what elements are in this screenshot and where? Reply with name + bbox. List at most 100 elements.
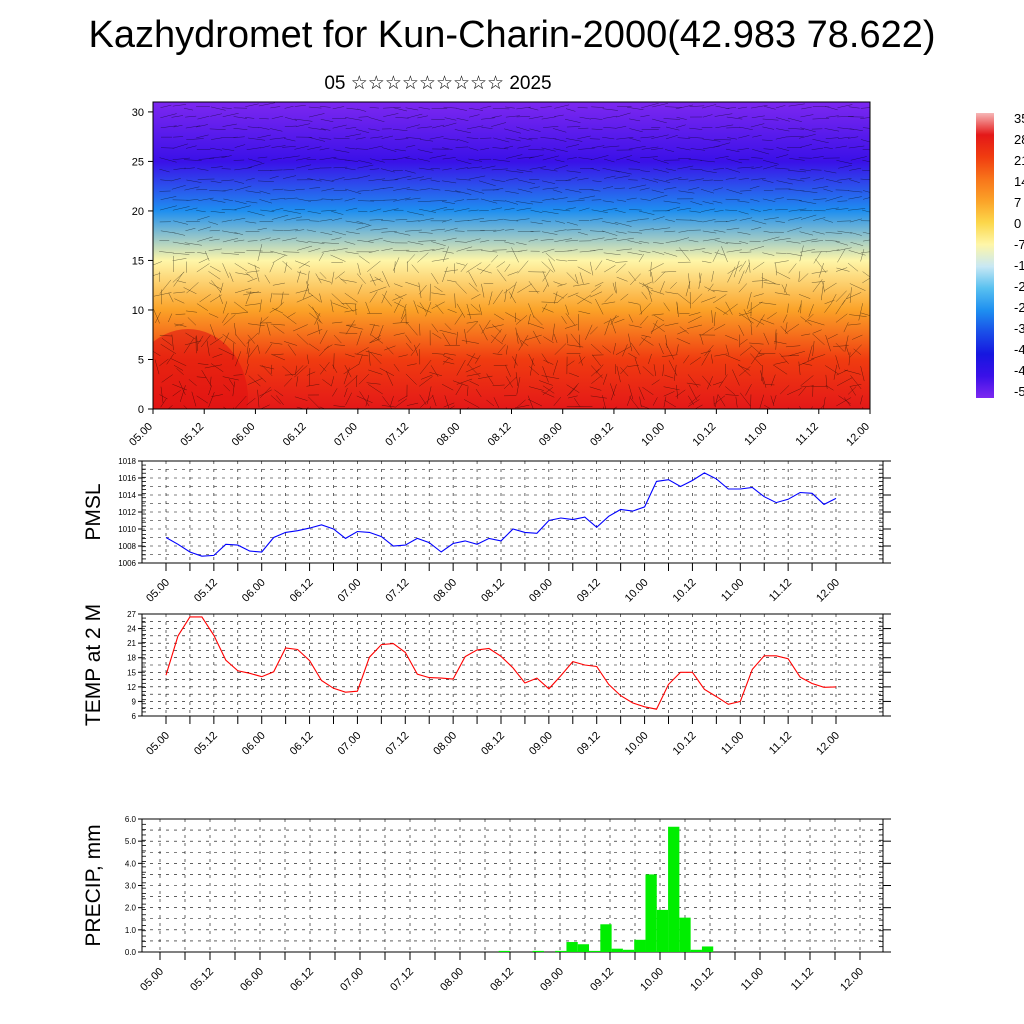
wind-barb (830, 293, 837, 304)
wind-barb (788, 103, 805, 107)
wind-barb (282, 313, 297, 325)
wind-barb (442, 332, 451, 346)
wind-barb (689, 168, 703, 170)
wind-barb (787, 303, 789, 313)
wind-barb (602, 221, 619, 225)
wind-barb (468, 175, 486, 180)
wind-barb (307, 270, 310, 284)
wind-barb (270, 250, 288, 256)
wind-barb (431, 228, 446, 231)
wind-barb (835, 145, 847, 149)
colorbar-label: 28 (1014, 132, 1024, 147)
wind-barb (379, 367, 395, 376)
wind-barb (491, 115, 502, 118)
wind-barb (604, 238, 618, 241)
wind-barb (713, 312, 716, 327)
wind-barb (572, 283, 590, 287)
wind-barb (836, 267, 850, 272)
wind-barb (493, 313, 505, 321)
wind-barb (368, 117, 385, 123)
wind-barb (665, 106, 683, 108)
temp-series-line (165, 616, 837, 710)
wind-barb (357, 108, 367, 112)
wind-barb (813, 251, 822, 264)
wind-barb (427, 386, 432, 404)
wind-barb (218, 294, 224, 304)
wind-barb (739, 366, 751, 376)
wind-barb (383, 240, 395, 244)
wind-barb (707, 283, 714, 292)
wind-barb (196, 376, 206, 378)
pmsl-x-tick-label: 12.00 (814, 577, 842, 605)
wind-barb (188, 379, 197, 386)
colorbar: 3528211470-7-14-21-28-35-42-49-56 (976, 111, 1024, 399)
wind-barb (394, 398, 407, 408)
wind-barb (503, 128, 521, 134)
wind-barb (344, 375, 358, 388)
heatmap-x-tick-label: 08.12 (486, 421, 514, 449)
wind-barb (497, 344, 506, 354)
wind-barb (186, 138, 204, 140)
wind-barb (185, 207, 198, 211)
wind-barb (394, 301, 406, 308)
wind-barb (456, 246, 473, 252)
wind-barb (761, 277, 776, 285)
wind-barb (259, 118, 269, 120)
precip-y-tick-label: 4.0 (125, 859, 137, 868)
precip-y-label: PRECIP, mm (82, 824, 105, 946)
wind-barb (847, 262, 859, 272)
colorbar-label: 21 (1014, 153, 1024, 168)
wind-barb (774, 260, 789, 264)
wind-barb (800, 300, 802, 314)
wind-barb (528, 154, 544, 159)
wind-barb (442, 122, 457, 128)
precip-y-tick-label: 1.0 (125, 926, 137, 935)
wind-barb (505, 229, 515, 231)
wind-barb (466, 188, 485, 194)
wind-barb (835, 241, 849, 246)
wind-barb (171, 334, 174, 351)
wind-barb (321, 198, 334, 200)
wind-barb (345, 325, 364, 330)
wind-barb (159, 251, 174, 254)
wind-barb (257, 244, 263, 262)
wind-barb (343, 364, 359, 375)
wind-barb (221, 312, 229, 323)
wind-barb (726, 227, 740, 231)
wind-barb (344, 198, 356, 202)
heatmap-x-tick-label: 09.00 (537, 421, 565, 449)
wind-barb (838, 395, 851, 405)
wind-barb (658, 343, 664, 355)
colorbar-label: -49 (1014, 363, 1024, 378)
wind-barb (782, 314, 788, 323)
temp-y-tick-label: 15 (127, 668, 136, 677)
wind-barb (308, 343, 320, 352)
wind-barb (266, 322, 271, 336)
wind-barb (589, 261, 594, 276)
wind-barb (725, 209, 738, 212)
wind-barb (296, 157, 311, 161)
wind-barb (664, 322, 679, 327)
wind-barb (466, 354, 479, 360)
wind-barb (837, 178, 852, 181)
wind-barb (183, 338, 195, 354)
wind-barb (175, 313, 186, 315)
wind-barb (603, 315, 619, 324)
wind-barb (431, 292, 446, 296)
wind-barb (702, 251, 712, 254)
wind-barb (223, 406, 227, 409)
wind-barb (639, 336, 648, 346)
wind-barb (184, 186, 200, 191)
heatmap-x-tick-label: 05.00 (127, 421, 155, 449)
wind-barb (258, 126, 270, 130)
wind-barb (405, 124, 420, 129)
wind-barb (184, 340, 202, 346)
wind-barb (652, 250, 665, 255)
wind-barb (380, 219, 395, 222)
temp-grid (142, 613, 883, 717)
wind-barb (234, 180, 245, 184)
wind-barb (418, 107, 430, 110)
precip-x-tick-label: 10.12 (688, 966, 716, 994)
wind-barb (186, 199, 199, 201)
wind-barb (566, 360, 575, 367)
